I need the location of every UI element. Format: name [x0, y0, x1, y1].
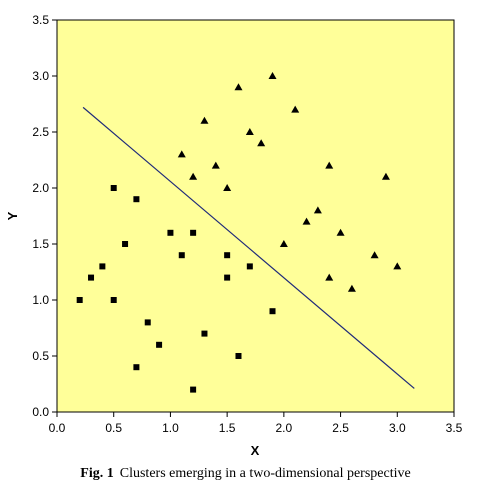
y-tick-label: 1.5 [32, 237, 49, 251]
triangle-point [393, 262, 402, 270]
square-point [190, 229, 197, 236]
triangle-point [279, 240, 288, 247]
triangle-point [336, 228, 345, 236]
square-point [156, 341, 163, 348]
data-points [76, 72, 402, 393]
triangle-point [189, 172, 198, 180]
caption-text: Clusters emerging in a two-dimensional p… [119, 466, 411, 481]
triangle-point [325, 161, 334, 169]
triangle-point [268, 72, 277, 79]
square-point [110, 297, 117, 303]
square-point [269, 308, 276, 315]
x-axis-label: X [251, 443, 260, 458]
triangle-point [313, 206, 322, 214]
triangle-point [257, 139, 266, 147]
triangle-point [291, 105, 300, 113]
square-point [133, 364, 140, 371]
square-point [133, 196, 140, 203]
separator-line [82, 106, 415, 389]
square-point [88, 274, 95, 281]
figure-caption: Fig. 1 Clusters emerging in a two-dimensi… [0, 466, 491, 482]
y-tick-label: 2.0 [32, 181, 49, 195]
caption-label: Fig. 1 [80, 466, 114, 481]
square-point [235, 353, 242, 359]
x-tick-label: 2.5 [332, 421, 349, 435]
x-tick-label: 1.0 [162, 421, 179, 435]
triangle-point [245, 128, 254, 135]
square-point [246, 263, 253, 270]
square-point [178, 252, 185, 259]
y-tick-label: 1.0 [32, 293, 49, 307]
triangle-point [211, 161, 220, 169]
y-tick-label: 2.5 [32, 125, 49, 139]
triangle-point [370, 251, 379, 259]
triangle-point [234, 83, 243, 91]
x-tick-label: 1.5 [219, 421, 236, 435]
square-point [224, 274, 231, 281]
x-tick-label: 0.0 [49, 421, 66, 435]
axes: 0.0 0.5 1.0 1.5 2.0 2.5 3.0 3.5 0.0 0.5 1.0 1.5 2.0 2… [32, 13, 462, 435]
square-point [144, 319, 151, 326]
triangle-point [200, 116, 209, 124]
y-tick-label: 3.0 [32, 69, 49, 83]
y-tick-label: 3.5 [32, 13, 49, 27]
x-tick-label: 2.0 [276, 421, 293, 435]
triangle-point [381, 172, 390, 180]
triangle-point [177, 150, 186, 158]
triangle-point [325, 273, 334, 281]
y-tick-label: 0.5 [32, 349, 49, 363]
square-point [167, 229, 174, 236]
scatter-chart: 0.0 0.5 1.0 1.5 2.0 2.5 3.0 3.5 0.0 0.5 1.0 1.5 2.0 2… [5, 13, 463, 458]
square-point [76, 297, 83, 303]
y-tick-label: 0.0 [32, 405, 49, 419]
plot-area [56, 19, 455, 413]
separator-line-group [82, 106, 415, 389]
triangle-point [347, 284, 356, 292]
square-point [224, 252, 231, 259]
square-point [190, 386, 197, 393]
square-point [122, 241, 129, 247]
x-tick-label: 3.5 [446, 421, 463, 435]
x-tick-label: 0.5 [105, 421, 122, 435]
square-point [110, 185, 117, 191]
square-point [99, 263, 106, 270]
triangle-point [223, 184, 232, 191]
square-point [201, 330, 208, 337]
triangle-point [302, 217, 311, 225]
x-tick-label: 3.0 [389, 421, 406, 435]
y-axis-label: Y [5, 211, 20, 220]
